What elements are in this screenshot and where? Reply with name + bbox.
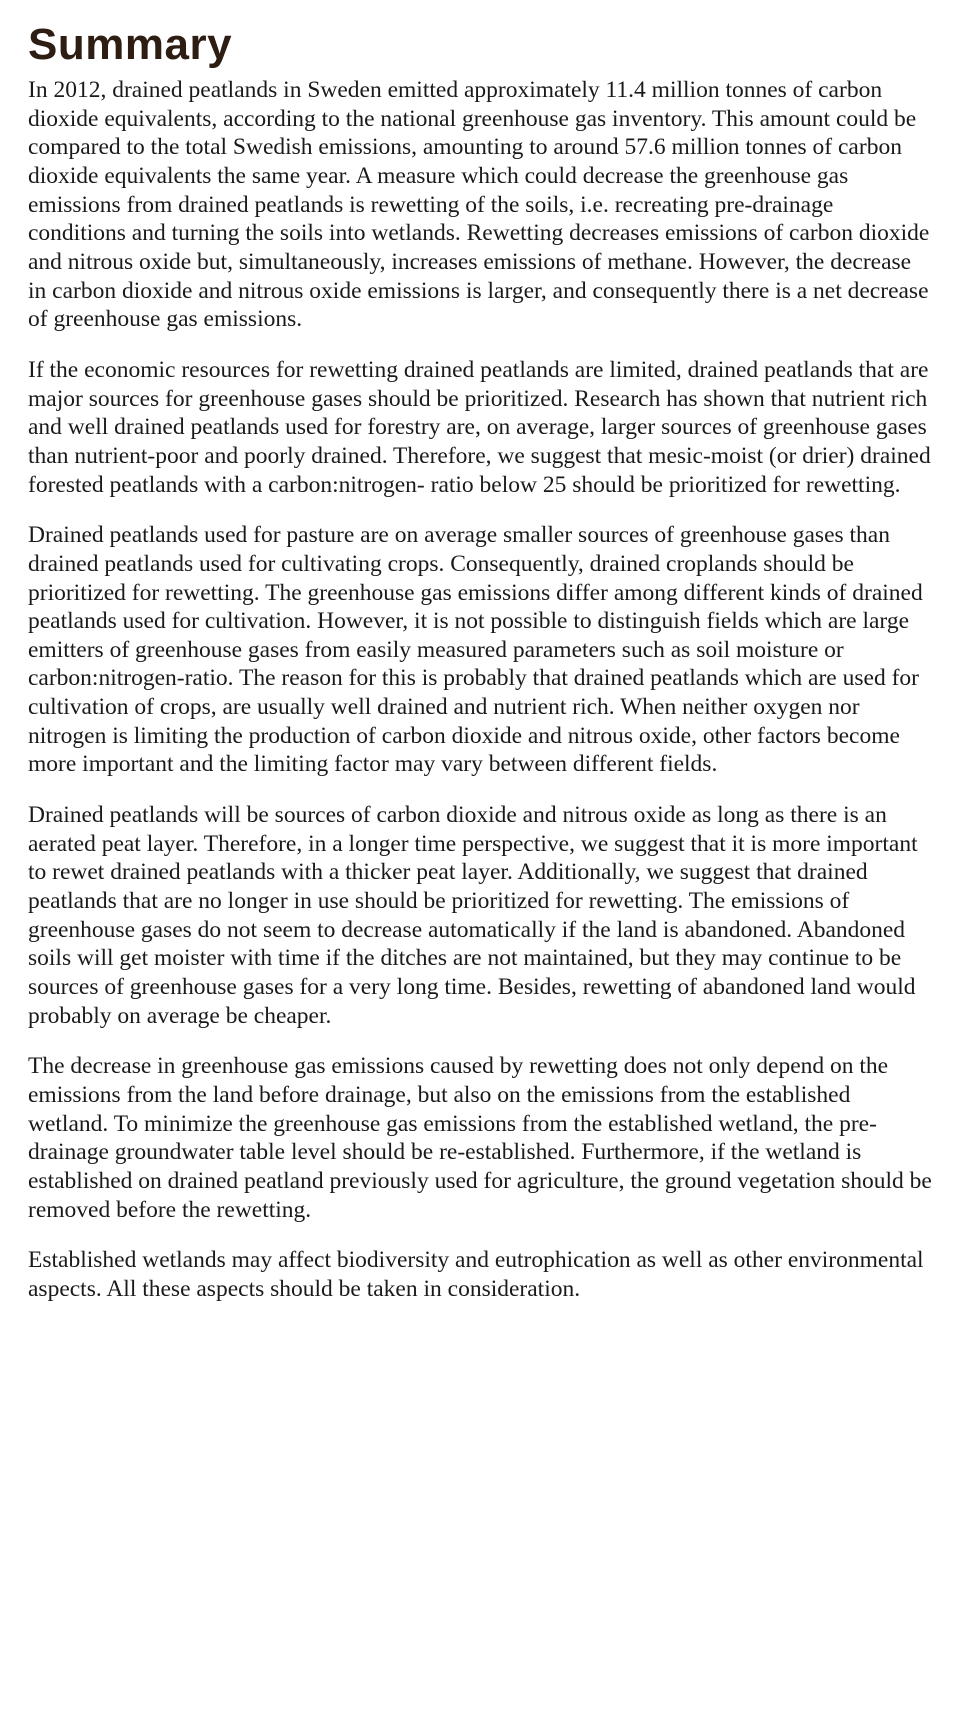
paragraph: Drained peatlands used for pasture are o… — [28, 521, 932, 779]
paragraph: If the economic resources for rewetting … — [28, 356, 932, 499]
paragraph: Established wetlands may affect biodiver… — [28, 1246, 932, 1303]
paragraph: Drained peatlands will be sources of car… — [28, 801, 932, 1030]
paragraph: In 2012, drained peatlands in Sweden emi… — [28, 76, 932, 334]
document-page: Summary In 2012, drained peatlands in Sw… — [0, 0, 960, 1366]
paragraph: The decrease in greenhouse gas emissions… — [28, 1052, 932, 1224]
page-title: Summary — [28, 20, 932, 70]
